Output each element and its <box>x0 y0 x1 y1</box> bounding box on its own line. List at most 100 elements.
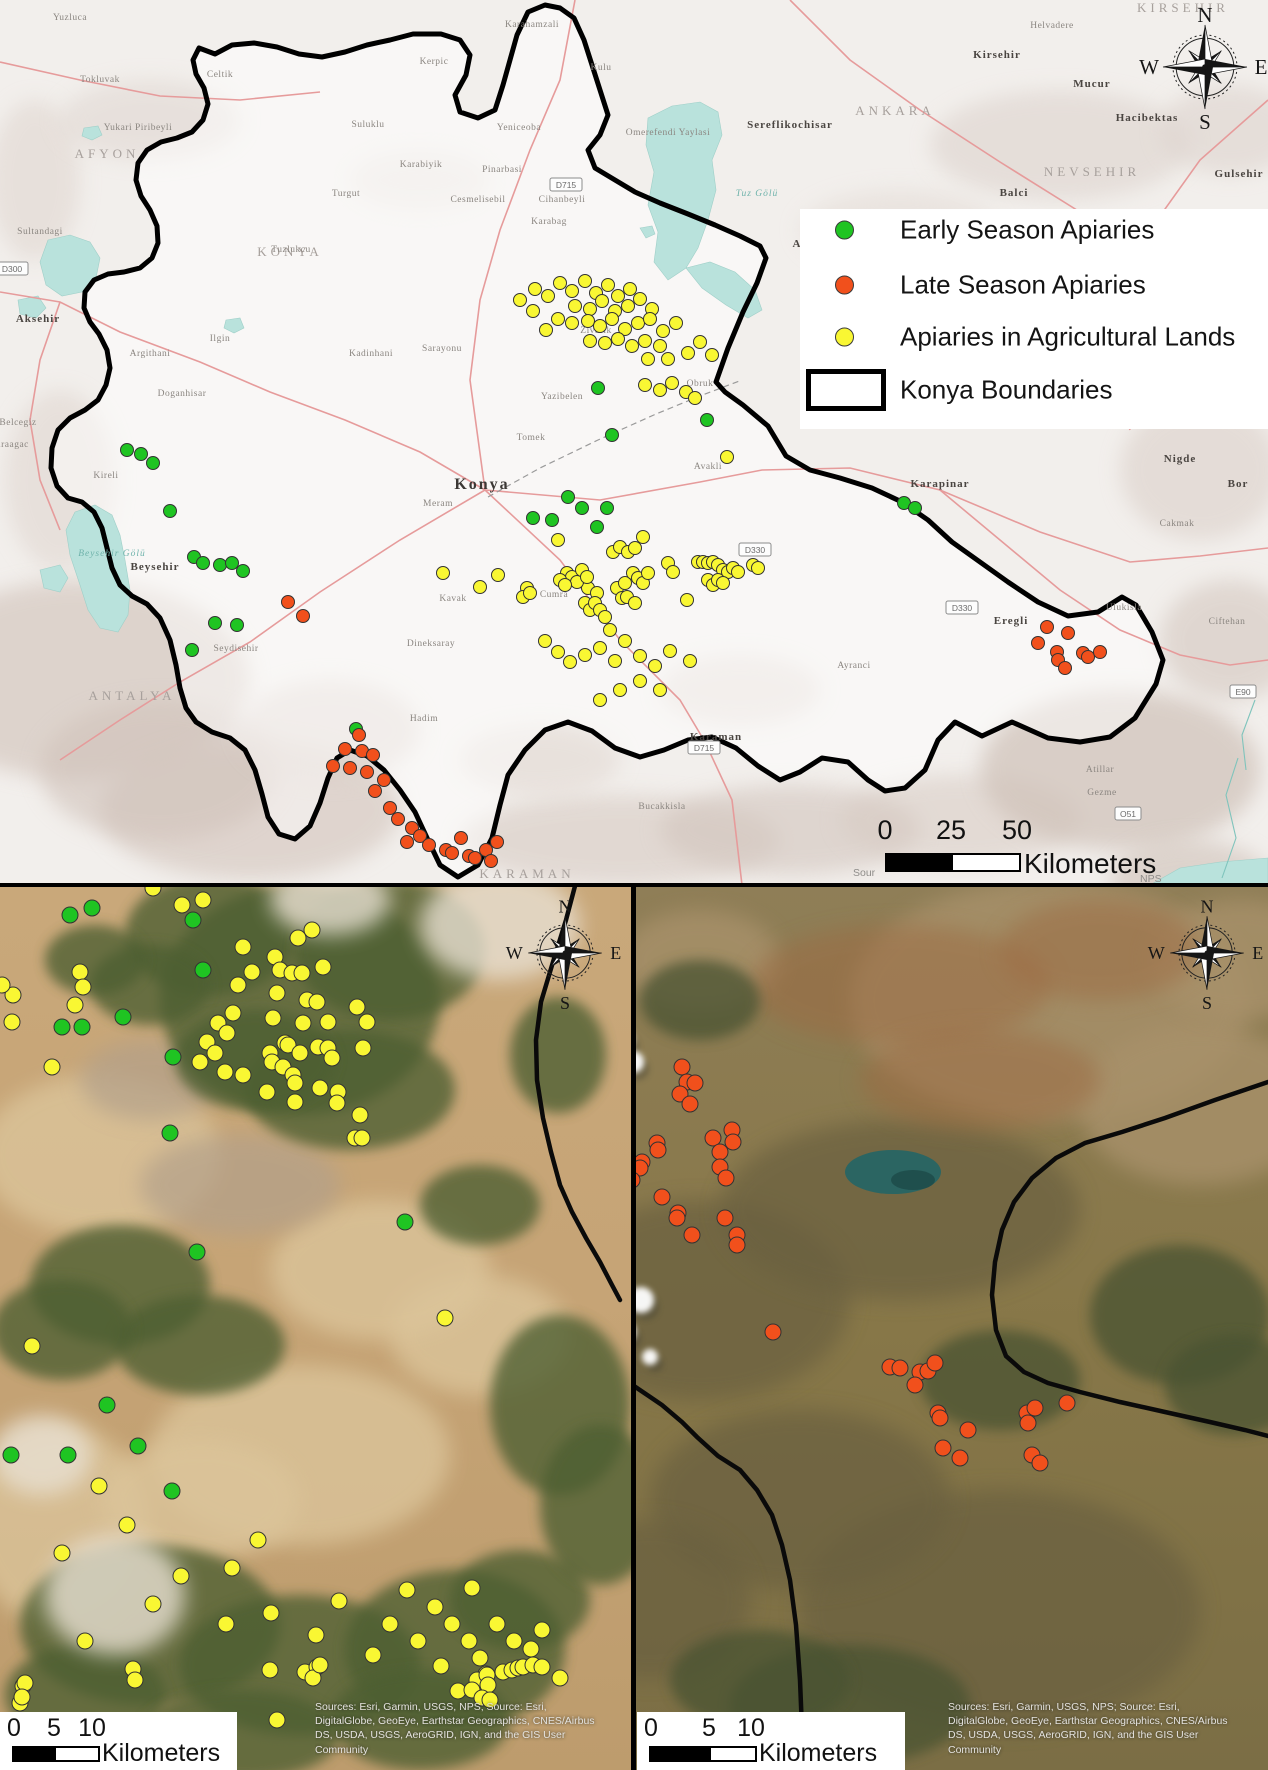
apiary-dots-early-sat <box>2 899 414 1500</box>
scalebar-tick: 0 <box>7 1714 21 1742</box>
scalebar-tick: 0 <box>877 815 893 845</box>
cloud <box>636 1287 654 1313</box>
place-label: Obruk <box>687 379 714 389</box>
apiary-dots-agricultural-sat <box>0 887 569 1729</box>
compass-letter: N <box>1197 3 1212 27</box>
attribution-line: Community <box>315 1743 369 1756</box>
attribution-bottom-left: Sources: Esri, Garmin, USGS, NPS; Source… <box>315 1700 637 1757</box>
konya-boundary-satellite-right <box>989 1079 1268 1439</box>
place-label: Karaman <box>690 731 742 743</box>
legend-item-late-season: Late Season Apiaries <box>800 268 1268 302</box>
konya-boundary-satellite-left <box>533 887 623 1303</box>
legend-label: Konya Boundaries <box>900 374 1113 405</box>
legend-label: Late Season Apiaries <box>900 269 1146 300</box>
place-label: Tuzlukcu <box>271 245 311 255</box>
compass-rose-icon: N S E W <box>1139 3 1267 134</box>
place-label: Celtik <box>207 70 233 80</box>
place-label: Kirsehir <box>973 49 1021 61</box>
place-label: Karabiyik <box>400 160 443 170</box>
attribution-line: Community <box>948 1743 1002 1756</box>
legend-label: Apiaries in Agricultural Lands <box>900 321 1236 352</box>
compass-rose-icon: N S E W <box>506 896 622 1013</box>
place-label: Meram <box>423 499 453 509</box>
svg-text:O51: O51 <box>1120 809 1136 819</box>
place-label: Balci <box>1000 187 1029 199</box>
attribution-line: DS, USDA, USGS, AeroGRID, IGN, and the G… <box>948 1729 1199 1742</box>
place-label: Karahamzali <box>505 20 559 30</box>
place-label: Cakmak <box>1160 519 1195 529</box>
compass-letter: S <box>1199 110 1211 134</box>
place-label: Kireli <box>93 471 118 481</box>
place-label: Ulukisla <box>1106 603 1142 613</box>
place-label: Yuzluca <box>53 13 87 23</box>
place-label: KIRSEHIR <box>1137 0 1229 15</box>
satellite-panel-left <box>0 887 631 1770</box>
scalebar-unit: Kilometers <box>102 1739 221 1767</box>
scalebar-tick: 50 <box>1001 815 1033 845</box>
apiary-dots-late-sat <box>636 1058 1076 1472</box>
place-label: NEVSEHIR <box>1044 164 1140 179</box>
compass-letter: N <box>559 896 572 916</box>
place-label: KONYA <box>257 244 323 259</box>
place-label: ANKARA <box>855 103 935 118</box>
place-label: Avakli <box>694 462 722 472</box>
attribution-fragment: NPS <box>1140 873 1162 885</box>
place-label: Doganhisar <box>158 389 207 399</box>
top-map-panel: D715 D300 D330 D330 D715 E90 O51 Yuzluca Karaham… <box>0 0 1268 885</box>
compass-rose-icon: N S E W <box>1148 896 1264 1013</box>
place-label: Tuz Gölü <box>736 189 779 199</box>
place-label: Hadim <box>410 714 438 724</box>
legend-item-boundaries: Konya Boundaries <box>800 362 1268 418</box>
place-label: Cumra <box>540 590 569 600</box>
place-label: Tokluvak <box>80 75 120 85</box>
place-label: AFYON <box>75 146 140 161</box>
late-season-dot-icon <box>835 275 854 295</box>
legend-label: Early Season Apiaries <box>900 214 1155 245</box>
svg-text:D300: D300 <box>2 264 23 274</box>
place-label: Argithani <box>130 349 171 359</box>
apiary-dots-late <box>281 595 1107 868</box>
attribution-line: Sources: Esri, Garmin, USGS, NPS; Source… <box>315 1701 547 1713</box>
place-label: Ciftehan <box>1209 616 1246 627</box>
place-label: Konya <box>454 476 509 493</box>
panel-divider-horizontal <box>0 883 1268 887</box>
scalebar-bar <box>649 1746 757 1762</box>
place-label: Gezme <box>1087 788 1116 798</box>
place-label: Cesmelisebil <box>450 195 505 205</box>
attribution-line: DigitalGlobe, GeoEye, Earthstar Geograph… <box>315 1715 595 1728</box>
attribution-fragment: Sour <box>853 867 876 879</box>
railway-line <box>487 379 743 498</box>
compass-letter: N <box>1201 896 1214 916</box>
place-label: A <box>793 238 802 250</box>
scalebar-top: 0 25 50 Kilometers Sour NPS <box>800 815 1268 885</box>
place-label: Bor <box>1228 478 1249 490</box>
satellite-panel-right <box>636 887 1268 1770</box>
place-label: Ayranci <box>837 661 870 671</box>
compass-letter: S <box>560 993 570 1013</box>
cloud <box>636 1051 644 1073</box>
scalebar-tick: 25 <box>935 815 967 845</box>
compass-letter: E <box>610 943 621 963</box>
panel-divider-vertical <box>631 887 636 1770</box>
scalebar-tick: 10 <box>78 1714 106 1742</box>
scalebar-bar <box>885 853 1021 872</box>
place-label: Yukari Piribeyli <box>104 123 172 133</box>
place-label: Atillar <box>1086 765 1115 775</box>
place-label: Tomek <box>517 433 546 443</box>
scalebar-bar <box>12 1746 100 1762</box>
place-label: Kulu <box>591 63 612 73</box>
attribution-line: DS, USDA, USGS, AeroGRID, IGN, and the G… <box>315 1729 566 1742</box>
svg-text:D330: D330 <box>952 603 973 613</box>
svg-text:D715: D715 <box>694 743 715 753</box>
place-label: Omerefendi Yaylasi <box>626 127 710 138</box>
place-label: Gulsehir <box>1215 168 1264 180</box>
attribution-bottom-right: Sources: Esri, Garmin, USGS, NPS; Source… <box>948 1700 1268 1757</box>
place-label: KARAMAN <box>479 866 574 881</box>
konya-interior <box>51 5 1163 877</box>
compass-letter: W <box>506 943 523 963</box>
early-season-dot-icon <box>835 220 854 240</box>
place-label: Sarayonu <box>422 344 462 354</box>
place-label: Ilgin <box>210 334 230 344</box>
place-label: Nigde <box>1164 453 1197 465</box>
place-label: Beysehir Gölü <box>78 549 146 559</box>
